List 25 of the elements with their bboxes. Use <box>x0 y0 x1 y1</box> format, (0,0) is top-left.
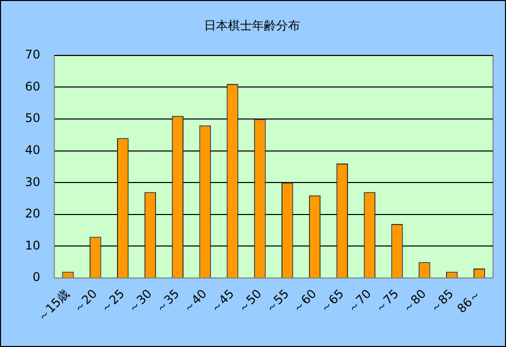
y-tick-label: 0 <box>32 270 40 284</box>
chart-title: 日本棋士年齢分布 <box>204 18 300 32</box>
y-tick-label: 70 <box>24 48 40 62</box>
x-tick-label: ～45 <box>208 286 237 316</box>
x-tick-label: ～65 <box>317 286 347 316</box>
x-tick-label: ～60 <box>290 286 320 316</box>
x-tick-label: ～80 <box>400 286 429 316</box>
x-tick-label: ～20 <box>70 286 100 316</box>
x-tick-label: 86～ <box>454 286 484 316</box>
x-tick-label: ～40 <box>180 286 210 316</box>
x-tick-label: ～55 <box>262 286 292 316</box>
x-tick-label: ～35 <box>152 286 182 316</box>
y-tick-label: 30 <box>24 174 40 189</box>
y-tick-label: 60 <box>24 79 40 94</box>
y-tick-label: 40 <box>24 142 40 157</box>
x-tick-label: ～30 <box>125 286 155 316</box>
x-tick-label: ～85 <box>427 286 456 316</box>
y-tick-label: 20 <box>24 206 40 221</box>
x-tick-label: ～50 <box>235 286 264 316</box>
x-tick-label: ～75 <box>372 286 402 316</box>
x-tick-label: ～25 <box>98 286 128 316</box>
x-tick-label: ～70 <box>344 286 374 316</box>
y-tick-label: 10 <box>24 238 40 252</box>
y-tick-label: 50 <box>24 111 40 126</box>
x-tick-label: ～15歳 <box>34 286 72 324</box>
